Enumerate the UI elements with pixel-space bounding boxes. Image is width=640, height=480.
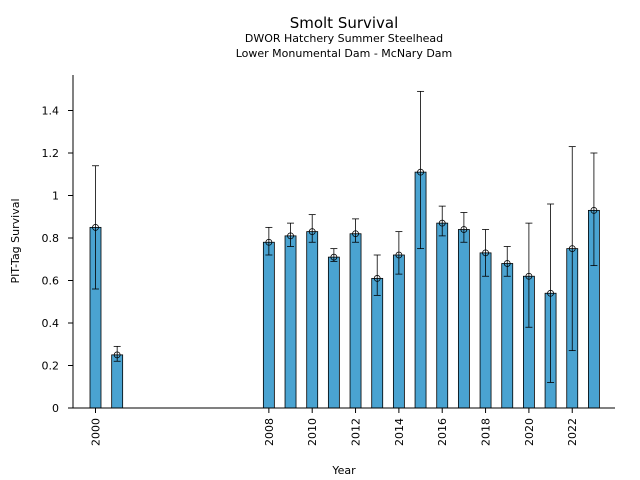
- chart-subtitle-2: Lower Monumental Dam - McNary Dam: [236, 47, 453, 60]
- bars-group: [89, 171, 600, 409]
- y-axis-label: PIT-Tag Survival: [9, 198, 22, 283]
- bar-2008: [262, 241, 275, 409]
- point-marker-2009: [287, 232, 294, 240]
- point-marker-2023: [590, 206, 598, 214]
- bar-2016: [436, 222, 449, 409]
- y-tick-label-1: 1: [52, 190, 59, 203]
- y-tick-label-0.8: 0.8: [42, 232, 60, 245]
- point-marker-2015: [417, 168, 424, 176]
- point-marker-2018: [482, 249, 489, 257]
- bar-2014: [392, 254, 405, 409]
- y-tick-label-0.2: 0.2: [42, 360, 60, 373]
- x-axis-label: Year: [331, 464, 356, 477]
- y-tick-label-1.2: 1.2: [42, 147, 60, 160]
- x-axis-ticks: 2000 2008 2010 2012 2014 2016 2018 2020 2022: [90, 408, 579, 446]
- x-tick-label-2008: 2008: [263, 418, 276, 446]
- bar-2011: [327, 256, 340, 409]
- x-tick-label-2020: 2020: [523, 418, 536, 446]
- chart-title: Smolt Survival: [290, 14, 399, 32]
- point-marker-2019: [503, 260, 511, 267]
- x-tick-label-2016: 2016: [436, 418, 449, 446]
- point-marker-2020: [525, 272, 533, 280]
- x-tick-label-2018: 2018: [480, 418, 493, 446]
- point-marker-2016: [438, 219, 446, 227]
- point-marker-2000: [92, 223, 99, 231]
- y-tick-label-0.6: 0.6: [42, 275, 60, 288]
- bar-2010: [306, 231, 319, 409]
- point-marker-2001: [113, 351, 121, 359]
- bar-2013: [371, 277, 384, 409]
- y-tick-label-0.4: 0.4: [42, 317, 60, 330]
- error-bars-group: [92, 90, 598, 383]
- point-marker-2022: [568, 245, 576, 253]
- point-marker-2010: [308, 228, 316, 236]
- bar-2019: [501, 263, 514, 409]
- x-tick-label-2022: 2022: [566, 418, 579, 446]
- point-marker-2017: [460, 226, 468, 233]
- point-marker-2021: [547, 289, 554, 297]
- x-tick-label-2000: 2000: [90, 418, 103, 446]
- point-marker-2013: [373, 274, 381, 282]
- bar-2001: [111, 354, 124, 409]
- chart-subtitle-1: DWOR Hatchery Summer Steelhead: [245, 32, 443, 45]
- bar-2017: [457, 229, 470, 409]
- bar-2012: [349, 233, 362, 409]
- x-tick-label-2014: 2014: [393, 418, 406, 446]
- x-tick-label-2012: 2012: [350, 418, 363, 446]
- y-tick-label-0: 0: [52, 402, 59, 415]
- y-tick-label-1.4: 1.4: [42, 105, 60, 118]
- point-marker-2008: [265, 238, 273, 246]
- x-tick-label-2010: 2010: [306, 418, 319, 446]
- point-marker-2012: [352, 230, 359, 238]
- point-marker-2014: [395, 251, 403, 259]
- bar-2009: [284, 235, 297, 409]
- point-marker-2011: [330, 253, 338, 261]
- y-axis-ticks: 0 0.2 0.4 0.6 0.8 1 1.2 1.4: [42, 105, 73, 415]
